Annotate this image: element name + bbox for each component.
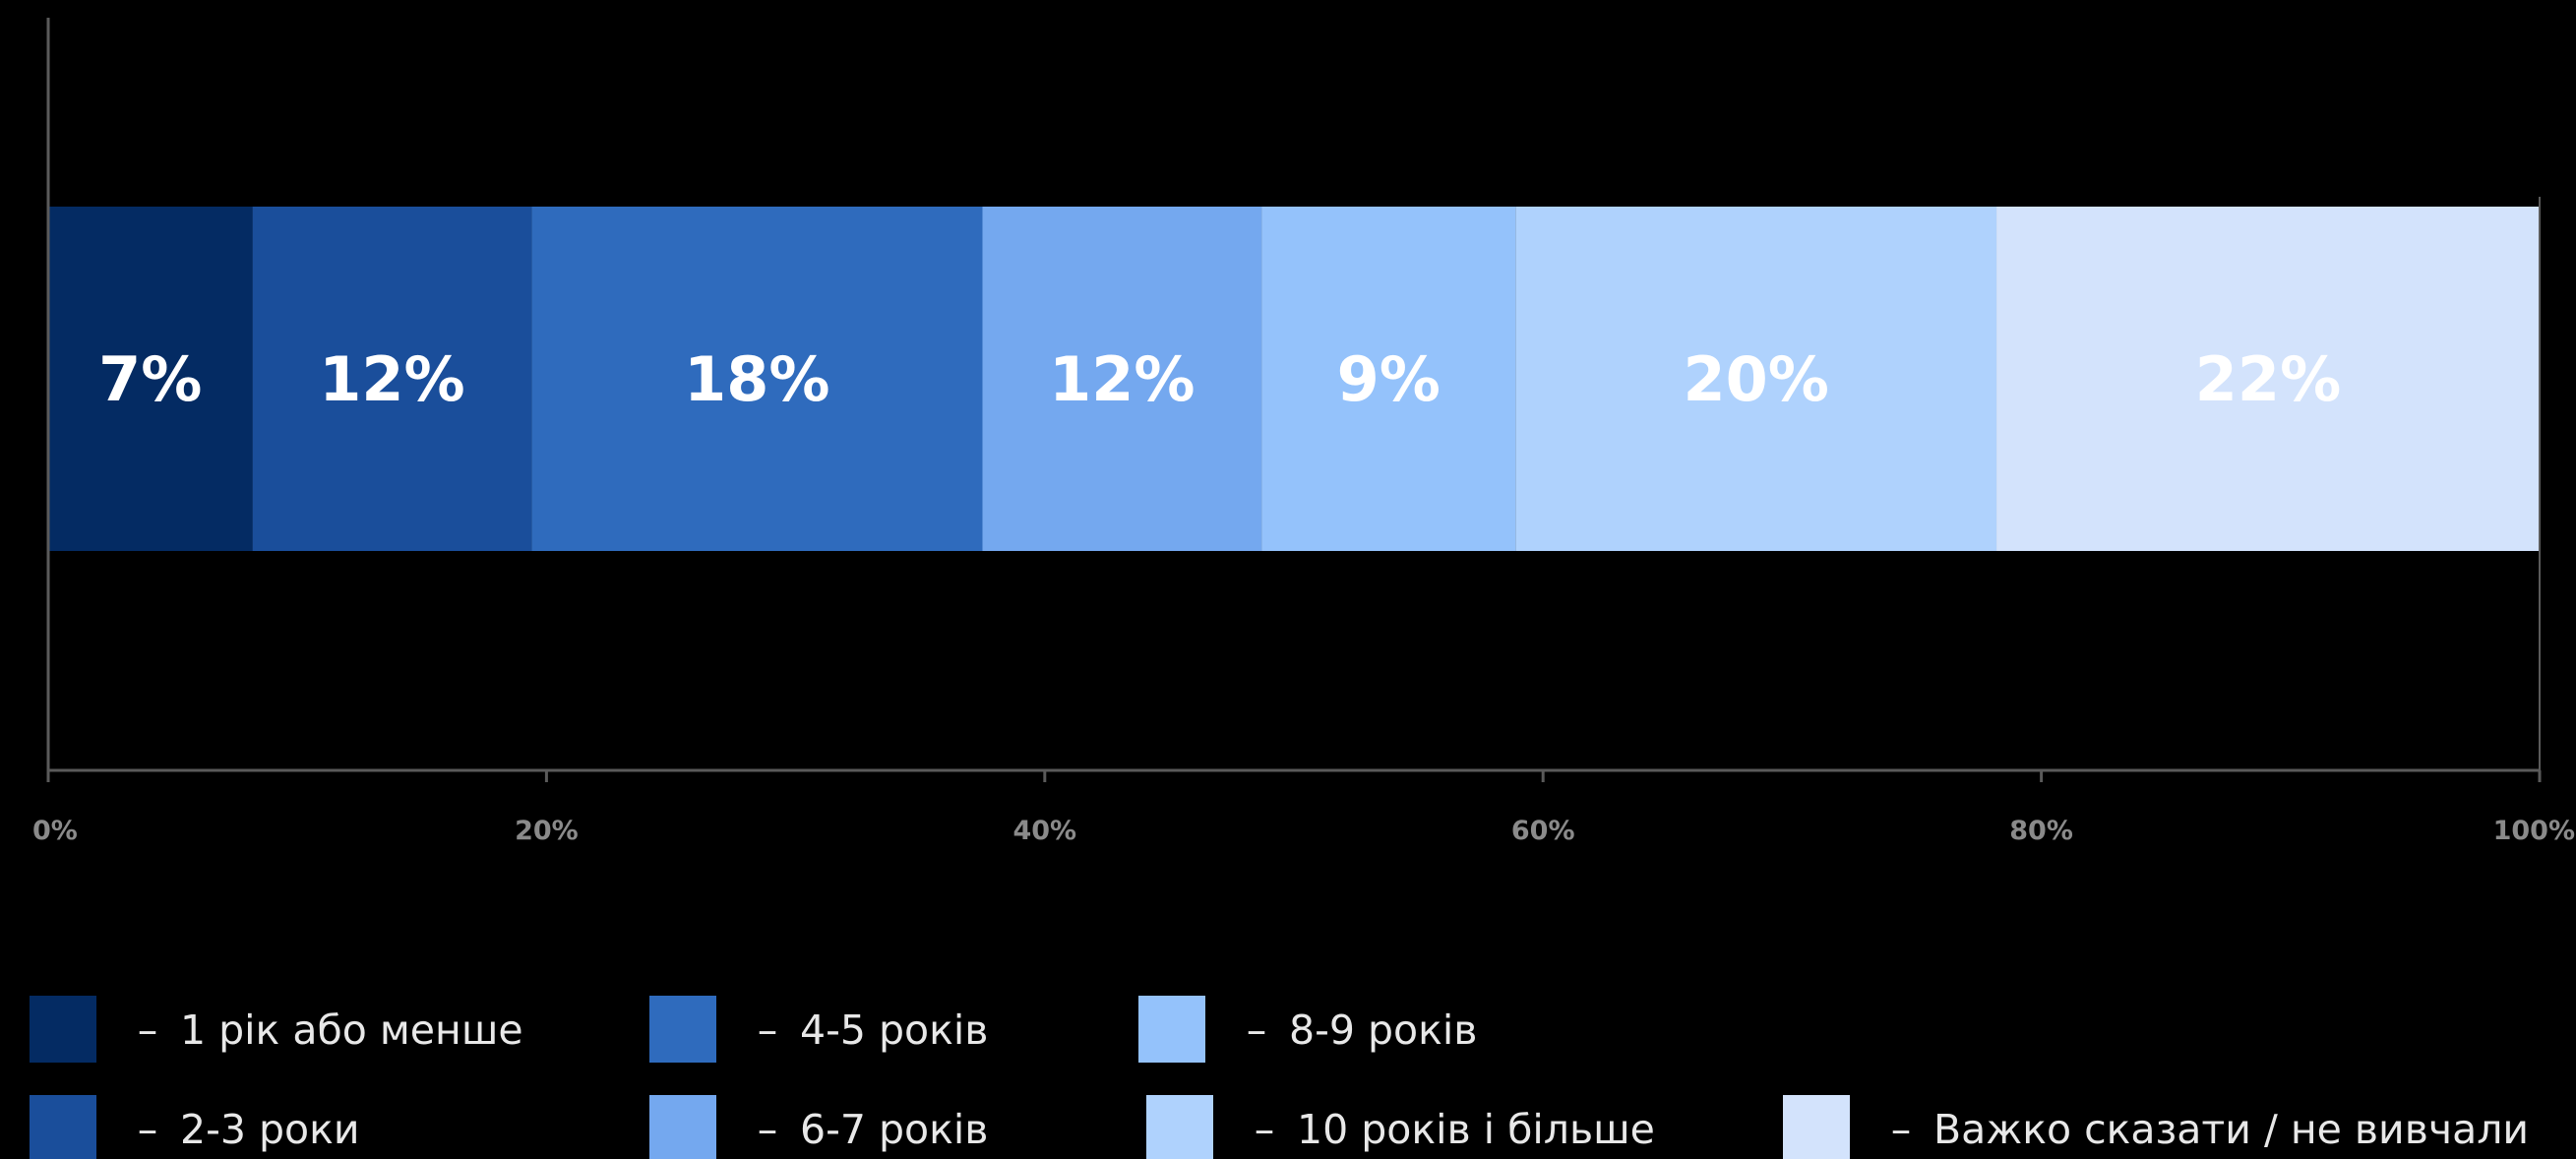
segment-value-label: 9%	[1337, 343, 1441, 415]
bar-segments: 7% 12% 18% 12% 9% 20% 22%	[48, 207, 2540, 551]
legend-item-label: 10 років і більше	[1297, 1106, 1655, 1153]
legend-item-label: Важко сказати / не вивчали	[1933, 1106, 2529, 1153]
legend-item-label: 2-3 роки	[180, 1106, 360, 1153]
bar-segment-3	[531, 207, 983, 551]
legend-item-label: 6-7 років	[800, 1106, 988, 1153]
legend-item-label: 4-5 років	[800, 1006, 988, 1054]
legend-swatch-7	[1783, 1095, 1850, 1159]
x-tick-label: 20%	[515, 816, 579, 846]
legend-swatch-3	[649, 996, 716, 1063]
bar-segment-2	[252, 207, 532, 551]
x-tick-label: 100%	[2493, 816, 2575, 846]
legend-dash: –	[758, 1006, 778, 1054]
x-tick-label: 60%	[1511, 816, 1575, 846]
bar-segment-5	[1261, 207, 1516, 551]
legend-swatch-2	[30, 1095, 96, 1159]
x-tick-labels: 0% 20% 40% 60% 80% 100%	[32, 770, 2575, 846]
segment-value-label: 7%	[98, 343, 202, 415]
x-tick-label: 40%	[1012, 816, 1076, 846]
x-tick-label: 80%	[2009, 816, 2073, 846]
legend-dash: –	[758, 1106, 778, 1153]
bar-segment-4	[982, 207, 1262, 551]
legend: –1 рік або менше– 2-3 роки– 4-5 років– 6-7 …	[30, 996, 2529, 1159]
legend-dash: –	[1255, 1106, 1275, 1153]
segment-value-label: 20%	[1683, 343, 1828, 415]
segment-value-label: 18%	[684, 343, 829, 415]
legend-item-label: 8-9 років	[1289, 1006, 1477, 1054]
legend-dash: –	[138, 1006, 158, 1054]
legend-dash: –	[1891, 1106, 1912, 1153]
bar-segment-7	[1996, 207, 2540, 551]
bar-segment-6	[1515, 207, 1997, 551]
segment-value-label: 12%	[319, 343, 464, 415]
legend-item-label: 1 рік або менше	[180, 1006, 523, 1054]
bar-segment-1	[48, 207, 253, 551]
legend-swatch-1	[30, 996, 96, 1063]
segment-value-label: 12%	[1049, 343, 1195, 415]
legend-swatch-5	[1138, 996, 1205, 1063]
legend-dash: –	[138, 1106, 158, 1153]
axes	[46, 18, 2541, 772]
x-tick-label: 0%	[32, 816, 78, 846]
legend-swatch-4	[649, 1095, 716, 1159]
segment-value-label: 22%	[2195, 343, 2341, 415]
legend-swatch-6	[1146, 1095, 1213, 1159]
legend-dash: –	[1247, 1006, 1267, 1054]
